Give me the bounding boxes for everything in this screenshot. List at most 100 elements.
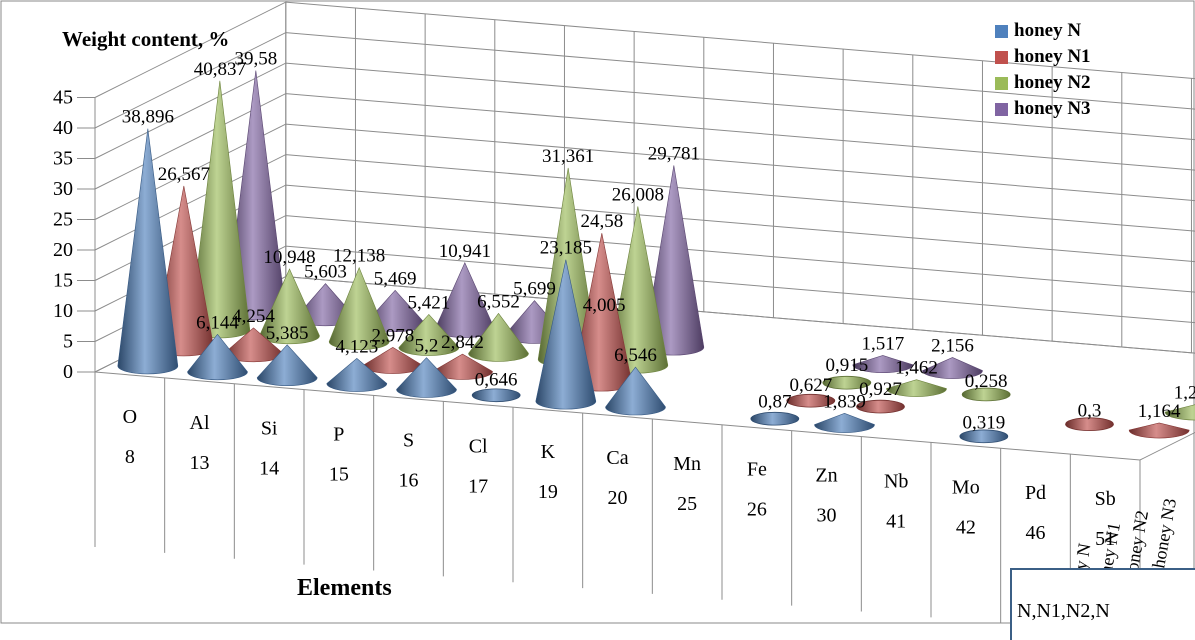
data-label: 10,948 <box>263 247 315 268</box>
y-tick-label: 25 <box>53 209 73 231</box>
corner-note-box: N,N1,N2,N <box>1010 568 1195 640</box>
category-symbol: Fe <box>747 459 767 481</box>
cone-mark <box>886 379 947 397</box>
legend-swatch <box>995 24 1008 38</box>
cone-mark <box>117 128 179 375</box>
data-label: 2,978 <box>371 325 414 346</box>
category-number: 20 <box>608 487 628 509</box>
cone-mark <box>786 393 836 408</box>
data-label: 29,781 <box>648 143 700 164</box>
legend-swatch <box>995 76 1008 90</box>
category-number: 30 <box>817 505 837 527</box>
cone-mark <box>1164 404 1195 421</box>
depth-axis-label: honey N3 <box>1148 497 1180 570</box>
category-number: 13 <box>190 452 210 474</box>
data-label: 2,842 <box>441 332 484 353</box>
data-label: 26,008 <box>612 184 664 205</box>
category-symbol: Pd <box>1025 482 1046 504</box>
data-label: 31,361 <box>542 146 594 167</box>
category-symbol: O <box>123 406 137 428</box>
data-label: 5,469 <box>374 268 417 289</box>
category-symbol: Nb <box>884 470 908 492</box>
data-label: 1,462 <box>895 358 938 379</box>
data-label: 0,927 <box>859 379 902 400</box>
y-tick-label: 40 <box>53 117 73 139</box>
cone-mark <box>471 388 521 403</box>
data-label: 24,58 <box>580 211 623 232</box>
data-label: 1,164 <box>1138 401 1181 422</box>
data-label: 4,254 <box>232 306 275 327</box>
data-label: 1,214 <box>1174 383 1195 404</box>
legend-item: honey N3 <box>995 98 1091 120</box>
cone-mark <box>468 312 529 362</box>
category-number: 41 <box>886 510 906 532</box>
cone-mark <box>398 314 460 356</box>
category-number: 8 <box>125 446 135 468</box>
y-tick-label: 30 <box>53 178 73 200</box>
data-label: 38,896 <box>122 107 174 128</box>
category-number: 51 <box>1095 528 1115 550</box>
y-tick-label: 45 <box>53 87 73 109</box>
data-label: 10,941 <box>439 241 491 262</box>
category-symbol: Si <box>261 418 278 440</box>
data-label: 0,646 <box>475 369 518 390</box>
data-label: 6,546 <box>614 345 657 366</box>
cone-mark <box>750 411 800 426</box>
cone-mark <box>1065 417 1114 432</box>
category-symbol: Al <box>190 412 210 434</box>
category-number: 14 <box>259 458 279 480</box>
cone-mark <box>256 344 318 386</box>
cone-mark <box>959 429 1009 444</box>
cone-mark <box>961 387 1011 402</box>
data-label: 1,839 <box>823 391 866 412</box>
cone-mark <box>922 357 983 379</box>
data-label: 6,552 <box>477 291 520 312</box>
y-tick-label: 5 <box>63 331 73 353</box>
data-label: 5,421 <box>407 292 450 313</box>
legend-swatch <box>995 102 1008 116</box>
category-symbol: Zn <box>815 465 837 487</box>
data-label: 1,517 <box>861 333 904 354</box>
category-number: 42 <box>956 516 976 538</box>
cone-mark <box>328 266 390 350</box>
chart-border <box>0 0 1195 624</box>
data-label: 2,156 <box>931 335 974 356</box>
data-label: 5,603 <box>304 262 347 283</box>
legend-item: honey N2 <box>995 72 1091 94</box>
cone-mark <box>1128 422 1190 439</box>
cone-mark <box>396 357 457 398</box>
cone-mark <box>856 399 905 414</box>
category-symbol: S <box>403 429 414 451</box>
category-number: 17 <box>468 475 488 497</box>
category-symbol: Mn <box>673 453 701 475</box>
y-tick-label: 0 <box>63 361 73 383</box>
category-symbol: P <box>333 424 344 446</box>
cone-mark <box>326 357 388 392</box>
category-number: 25 <box>677 493 697 515</box>
legend-label: honey N3 <box>1014 98 1091 119</box>
data-label: 39,58 <box>234 48 277 69</box>
cone-mark <box>822 375 872 390</box>
data-label: 0,3 <box>1078 400 1102 421</box>
category-number: 19 <box>538 481 558 503</box>
category-number: 46 <box>1026 522 1046 544</box>
data-label: 0,915 <box>825 355 868 376</box>
cone-mark <box>187 333 248 381</box>
y-tick-label: 10 <box>53 300 73 322</box>
cone-mark <box>535 259 597 410</box>
data-label: 23,185 <box>540 238 592 259</box>
legend-label: honey N <box>1014 20 1082 41</box>
category-symbol: Sb <box>1095 488 1116 510</box>
y-axis-label: Weight content, % <box>62 27 229 51</box>
category-number: 26 <box>747 499 767 521</box>
cone-mark <box>605 366 666 416</box>
legend-label: honey N2 <box>1014 72 1091 93</box>
data-label: 26,567 <box>158 164 210 185</box>
data-label: 4,005 <box>583 295 626 316</box>
category-symbol: K <box>541 441 556 463</box>
y-tick-label: 15 <box>53 270 73 292</box>
data-label: 0,258 <box>965 371 1008 392</box>
category-number: 16 <box>399 469 419 491</box>
x-axis-label: Elements <box>297 575 392 601</box>
